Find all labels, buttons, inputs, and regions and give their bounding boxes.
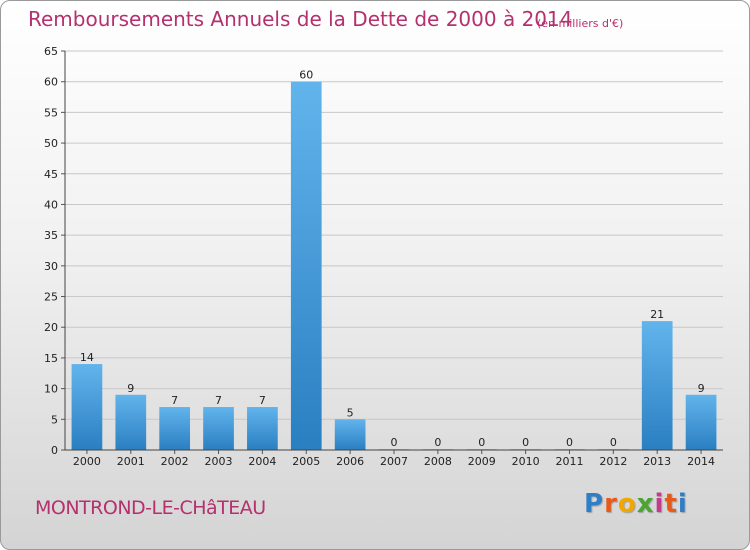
data-label-2002: 7 <box>171 394 178 407</box>
x-tick-label-2000: 2000 <box>73 455 101 468</box>
bar-2003 <box>203 407 234 450</box>
chart-subtitle: (en milliers d'€) <box>537 17 624 30</box>
x-tick-label-2003: 2003 <box>205 455 233 468</box>
x-tick-label-2005: 2005 <box>292 455 320 468</box>
data-label-2012: 0 <box>610 436 617 449</box>
logo-letter: P <box>584 489 605 519</box>
x-tick-label-2004: 2004 <box>248 455 276 468</box>
y-tick-label: 5 <box>51 413 58 426</box>
commune-name: MONTROND-LE-CHâTEAU <box>35 497 266 519</box>
y-tick-label: 45 <box>44 168 58 181</box>
logo-letter: x <box>636 489 655 519</box>
y-tick-label: 10 <box>44 383 58 396</box>
x-tick-label-2014: 2014 <box>687 455 715 468</box>
data-labels: 14 9 7 7 7 60 5 0 0 0 0 0 0 21 9 <box>80 69 705 450</box>
data-label-2004: 7 <box>259 394 266 407</box>
data-label-2009: 0 <box>478 436 485 449</box>
bar-2000 <box>71 364 103 450</box>
y-tick-label: 65 <box>44 45 58 58</box>
data-label-2000: 14 <box>80 351 94 364</box>
y-tick-label: 35 <box>44 229 58 242</box>
x-axis-ticks: 2000 2001 2002 2003 2004 2005 2006 2007 2008 2009… <box>73 450 715 468</box>
x-tick-label-2013: 2013 <box>643 455 671 468</box>
y-tick-label: 25 <box>44 291 58 304</box>
bars <box>71 81 717 450</box>
data-label-2001: 9 <box>127 382 134 395</box>
y-tick-label: 50 <box>44 137 58 150</box>
grid-lines <box>65 50 723 451</box>
x-tick-label-2012: 2012 <box>599 455 627 468</box>
y-tick-label: 0 <box>51 444 58 457</box>
y-tick-label: 30 <box>44 260 58 273</box>
x-tick-label-2007: 2007 <box>380 455 408 468</box>
y-tick-label: 60 <box>44 76 58 89</box>
x-tick-label-2002: 2002 <box>161 455 189 468</box>
bar-2013 <box>641 321 673 450</box>
logo-letter: i <box>677 489 688 519</box>
x-tick-label-2006: 2006 <box>336 455 364 468</box>
axes <box>64 51 723 451</box>
bar-2005 <box>290 81 322 450</box>
logo-letter: r <box>604 489 618 519</box>
data-label-2011: 0 <box>566 436 573 449</box>
x-tick-label-2009: 2009 <box>468 455 496 468</box>
data-label-2005: 60 <box>299 69 313 82</box>
data-label-2006: 5 <box>347 406 354 419</box>
proxiti-logo: Proxiti <box>584 489 688 519</box>
y-tick-label: 40 <box>44 198 58 211</box>
x-tick-label-2011: 2011 <box>555 455 583 468</box>
logo-letter: o <box>617 489 637 519</box>
y-tick-label: 15 <box>44 352 58 365</box>
bar-2002 <box>159 407 191 450</box>
x-tick-label-2001: 2001 <box>117 455 145 468</box>
bar-2014 <box>685 394 717 450</box>
data-label-2003: 7 <box>215 394 222 407</box>
chart-title: Remboursements Annuels de la Dette de 20… <box>28 7 573 31</box>
y-tick-label: 55 <box>44 106 58 119</box>
data-label-2007: 0 <box>391 436 398 449</box>
data-label-2010: 0 <box>522 436 529 449</box>
bar-2004 <box>247 407 278 450</box>
logo-letter: i <box>654 489 665 519</box>
bar-2001 <box>115 394 147 450</box>
logo-letter: t <box>664 489 678 519</box>
bar-2006 <box>334 419 366 450</box>
x-tick-label-2010: 2010 <box>512 455 540 468</box>
data-label-2008: 0 <box>434 436 441 449</box>
y-tick-label: 20 <box>44 321 58 334</box>
y-axis-ticks: 0 5 10 15 20 25 30 35 40 45 50 55 60 65 <box>44 45 65 457</box>
data-label-2014: 9 <box>698 382 705 395</box>
x-tick-label-2008: 2008 <box>424 455 452 468</box>
data-label-2013: 21 <box>650 308 664 321</box>
